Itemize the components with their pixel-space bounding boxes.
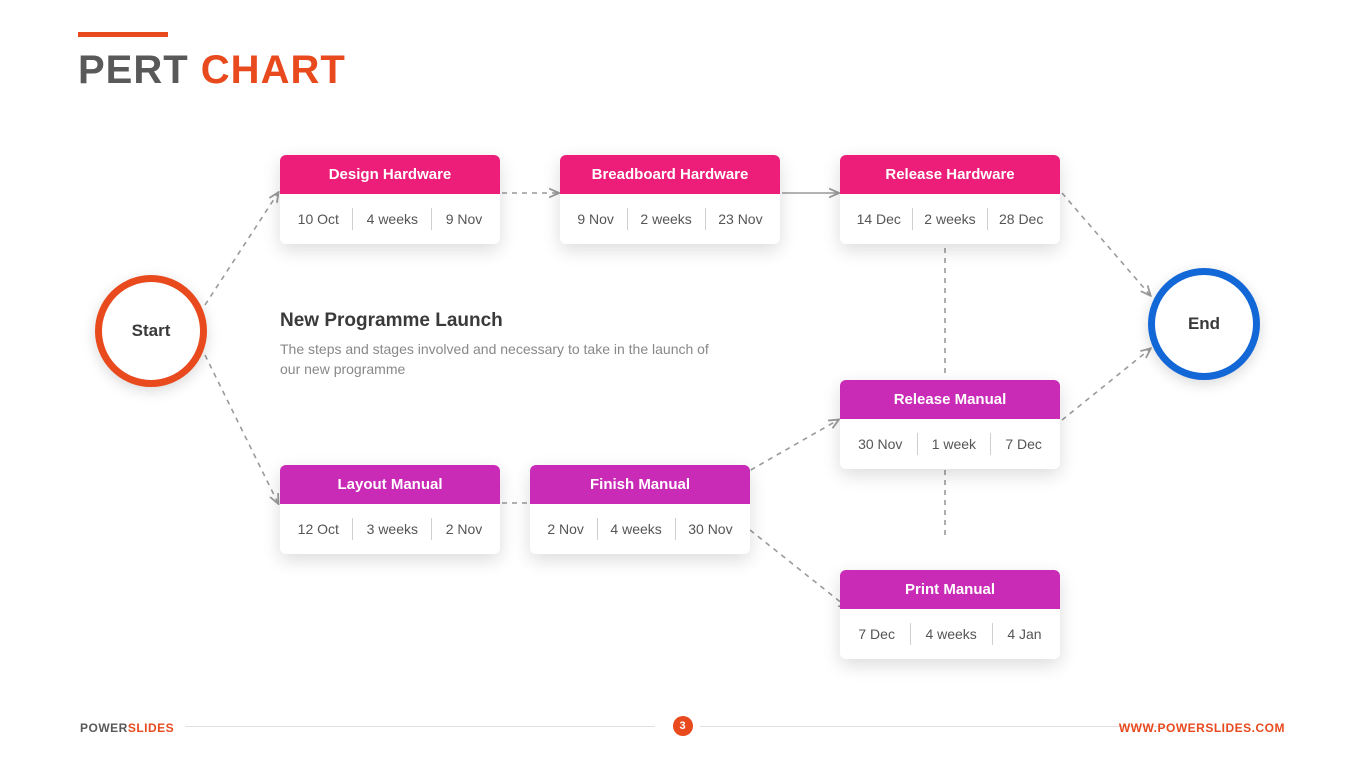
edge [750,530,848,608]
page-number-badge: 3 [673,716,693,736]
separator [705,208,706,230]
task-duration: 3 weeks [361,521,424,537]
footer-line-left [185,726,655,727]
task-card-finish-man: Finish Manual 2 Nov 4 weeks 30 Nov [530,465,750,554]
task-body: 14 Dec 2 weeks 28 Dec [840,194,1060,244]
task-duration: 2 weeks [634,211,697,227]
separator [352,208,353,230]
task-card-print-man: Print Manual 7 Dec 4 weeks 4 Jan [840,570,1060,659]
task-title: Finish Manual [530,465,750,504]
task-body: 9 Nov 2 weeks 23 Nov [560,194,780,244]
task-end-date: 23 Nov [712,211,768,227]
task-card-breadboard: Breadboard Hardware 9 Nov 2 weeks 23 Nov [560,155,780,244]
task-card-release-man: Release Manual 30 Nov 1 week 7 Dec [840,380,1060,469]
separator [431,208,432,230]
separator [917,433,918,455]
footer-url: WWW.POWERSLIDES.COM [1119,721,1285,735]
info-block: New Programme Launch The steps and stage… [280,310,710,379]
task-end-date: 7 Dec [999,436,1048,452]
start-node: Start [95,275,207,387]
task-duration: 4 weeks [604,521,667,537]
task-title: Release Hardware [840,155,1060,194]
separator [990,433,991,455]
task-card-design-hw: Design Hardware 10 Oct 4 weeks 9 Nov [280,155,500,244]
title-part-2: CHART [201,48,346,92]
separator [912,208,913,230]
info-heading: New Programme Launch [280,310,710,332]
task-body: 7 Dec 4 weeks 4 Jan [840,609,1060,659]
task-duration: 2 weeks [918,211,981,227]
page-title: PERT CHART [78,48,346,93]
info-description: The steps and stages involved and necess… [280,340,710,379]
separator [987,208,988,230]
task-start-date: 9 Nov [571,211,620,227]
separator [627,208,628,230]
task-end-date: 30 Nov [682,521,738,537]
task-start-date: 10 Oct [292,211,345,227]
edge [742,420,838,475]
task-end-date: 4 Jan [1001,626,1047,642]
edges-layer [0,0,1365,767]
end-node: End [1148,268,1260,380]
task-title: Print Manual [840,570,1060,609]
task-title: Release Manual [840,380,1060,419]
task-end-date: 2 Nov [440,521,489,537]
separator [992,623,993,645]
task-card-release-hw: Release Hardware 14 Dec 2 weeks 28 Dec [840,155,1060,244]
separator [431,518,432,540]
edge [1062,193,1150,295]
separator [675,518,676,540]
end-label: End [1188,314,1220,334]
task-start-date: 2 Nov [541,521,590,537]
task-end-date: 9 Nov [440,211,489,227]
task-body: 10 Oct 4 weeks 9 Nov [280,194,500,244]
separator [910,623,911,645]
footer-brand-2: SLIDES [128,721,174,735]
title-part-1: PERT [78,48,201,92]
task-body: 30 Nov 1 week 7 Dec [840,419,1060,469]
edge [205,355,278,503]
task-start-date: 14 Dec [851,211,907,227]
task-start-date: 12 Oct [292,521,345,537]
footer-brand: POWERSLIDES [80,721,174,735]
task-title: Layout Manual [280,465,500,504]
task-title: Design Hardware [280,155,500,194]
task-card-layout-man: Layout Manual 12 Oct 3 weeks 2 Nov [280,465,500,554]
separator [352,518,353,540]
task-start-date: 30 Nov [852,436,908,452]
task-body: 12 Oct 3 weeks 2 Nov [280,504,500,554]
edge [205,193,278,305]
start-label: Start [132,321,171,341]
task-start-date: 7 Dec [852,626,901,642]
task-duration: 4 weeks [919,626,982,642]
task-duration: 1 week [926,436,982,452]
task-body: 2 Nov 4 weeks 30 Nov [530,504,750,554]
footer-line-right [700,726,1170,727]
separator [597,518,598,540]
task-duration: 4 weeks [361,211,424,227]
task-title: Breadboard Hardware [560,155,780,194]
edge [1062,349,1150,420]
footer-brand-1: POWER [80,721,128,735]
header-accent-bar [78,32,168,37]
task-end-date: 28 Dec [993,211,1049,227]
